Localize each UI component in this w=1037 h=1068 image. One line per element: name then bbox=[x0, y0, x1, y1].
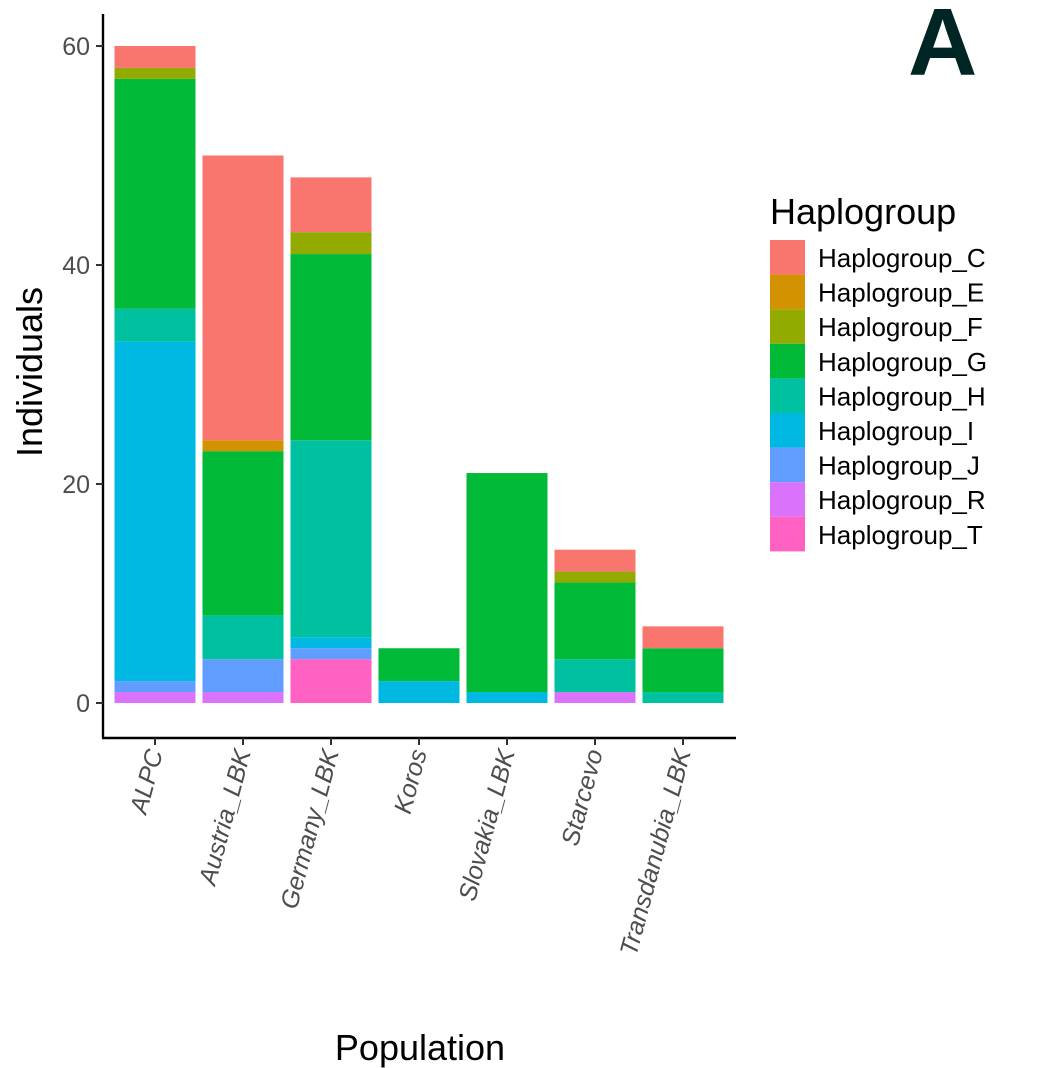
bar-segment-alpc-haplogroup_r bbox=[114, 692, 196, 703]
x-tick-label: Germany_LBK bbox=[275, 745, 345, 912]
legend-label-haplogroup_h: Haplogroup_H bbox=[818, 381, 986, 411]
bar-segment-transdanubia_lbk-haplogroup_c bbox=[642, 626, 724, 649]
x-tick-label: Starcevo bbox=[556, 746, 609, 849]
x-tick-label: Austria_LBK bbox=[193, 745, 257, 890]
bar-segment-germany_lbk-haplogroup_c bbox=[290, 177, 372, 233]
bar-segment-alpc-haplogroup_j bbox=[114, 681, 196, 693]
bar-segment-germany_lbk-haplogroup_g bbox=[290, 254, 372, 441]
bar-segment-starcevo-haplogroup_r bbox=[554, 692, 636, 703]
legend-label-haplogroup_t: Haplogroup_T bbox=[818, 520, 983, 550]
legend-swatch-haplogroup_h bbox=[770, 378, 805, 413]
legend-swatch-haplogroup_j bbox=[770, 447, 805, 483]
legend-swatch-haplogroup_f bbox=[770, 309, 805, 344]
bar-segment-alpc-haplogroup_i bbox=[114, 341, 196, 682]
y-ticks: 0 20 40 60 bbox=[62, 33, 103, 718]
bar-segment-austria_lbk-haplogroup_c bbox=[202, 155, 284, 441]
legend-swatch-haplogroup_t bbox=[770, 516, 805, 552]
bar-segment-germany_lbk-haplogroup_j bbox=[290, 648, 372, 660]
bar-segment-koros-haplogroup_i bbox=[378, 681, 460, 703]
bar-segment-slovakia_lbk-haplogroup_g bbox=[466, 473, 548, 693]
y-tick-label: 40 bbox=[62, 252, 90, 280]
bar-segment-alpc-haplogroup_c bbox=[114, 46, 196, 68]
legend-title: Haplogroup bbox=[770, 191, 956, 232]
y-tick-label: 20 bbox=[62, 471, 90, 499]
legend-label-haplogroup_f: Haplogroup_F bbox=[818, 312, 983, 342]
x-tick-label: Slovakia_LBK bbox=[453, 745, 521, 904]
bar-segment-alpc-haplogroup_h bbox=[114, 308, 196, 342]
bar-segment-austria_lbk-haplogroup_g bbox=[202, 451, 284, 616]
bar-segment-germany_lbk-haplogroup_h bbox=[290, 440, 372, 638]
legend-label-haplogroup_r: Haplogroup_R bbox=[818, 485, 986, 515]
legend-swatch-haplogroup_i bbox=[770, 413, 805, 448]
legend-label-haplogroup_e: Haplogroup_E bbox=[818, 278, 984, 308]
bar-segment-transdanubia_lbk-haplogroup_h bbox=[642, 692, 724, 703]
bar-segment-starcevo-haplogroup_f bbox=[554, 571, 636, 583]
bar-segment-germany_lbk-haplogroup_i bbox=[290, 637, 372, 649]
bar-segment-alpc-haplogroup_f bbox=[114, 67, 196, 79]
y-tick-label: 60 bbox=[62, 33, 90, 61]
bar-segment-austria_lbk-haplogroup_j bbox=[202, 659, 284, 693]
x-ticks: ALPC Austria_LBK Germany_LBK Koros Slovakia_… bbox=[124, 738, 697, 959]
bars-layer bbox=[114, 46, 724, 703]
legend-label-haplogroup_j: Haplogroup_J bbox=[818, 451, 980, 481]
legend-label-haplogroup_i: Haplogroup_I bbox=[818, 416, 974, 446]
axes-layer bbox=[101, 14, 736, 740]
bar-segment-alpc-haplogroup_g bbox=[114, 78, 196, 309]
bar-segment-austria_lbk-haplogroup_e bbox=[202, 440, 284, 452]
bar-segment-austria_lbk-haplogroup_h bbox=[202, 615, 284, 660]
panel-label: A bbox=[908, 0, 977, 96]
x-tick-label: ALPC bbox=[124, 745, 169, 818]
x-tick-label: Transdanubia_LBK bbox=[615, 745, 697, 958]
bar-segment-slovakia_lbk-haplogroup_i bbox=[466, 692, 548, 703]
bar-segment-germany_lbk-haplogroup_f bbox=[290, 232, 372, 255]
x-axis-title: Population bbox=[335, 1027, 505, 1068]
bar-segment-starcevo-haplogroup_h bbox=[554, 659, 636, 693]
legend-swatch-haplogroup_r bbox=[770, 482, 805, 517]
y-tick-label: 0 bbox=[76, 690, 90, 718]
bar-segment-starcevo-haplogroup_g bbox=[554, 582, 636, 660]
bar-segment-transdanubia_lbk-haplogroup_g bbox=[642, 648, 724, 693]
x-tick-label: Koros bbox=[389, 746, 433, 816]
legend-swatch-haplogroup_g bbox=[770, 343, 805, 379]
legend-swatch-haplogroup_c bbox=[770, 240, 805, 275]
y-axis-title: Individuals bbox=[9, 287, 50, 457]
legend-swatch-haplogroup_e bbox=[770, 274, 805, 310]
bar-segment-germany_lbk-haplogroup_t bbox=[290, 659, 372, 703]
bar-segment-austria_lbk-haplogroup_r bbox=[202, 692, 284, 703]
legend: Haplogroup Haplogroup_C Haplogroup_E Haplo… bbox=[770, 191, 987, 552]
legend-label-haplogroup_g: Haplogroup_G bbox=[818, 347, 987, 377]
bar-segment-starcevo-haplogroup_c bbox=[554, 549, 636, 572]
bar-segment-koros-haplogroup_g bbox=[378, 648, 460, 682]
legend-label-haplogroup_c: Haplogroup_C bbox=[818, 243, 986, 273]
